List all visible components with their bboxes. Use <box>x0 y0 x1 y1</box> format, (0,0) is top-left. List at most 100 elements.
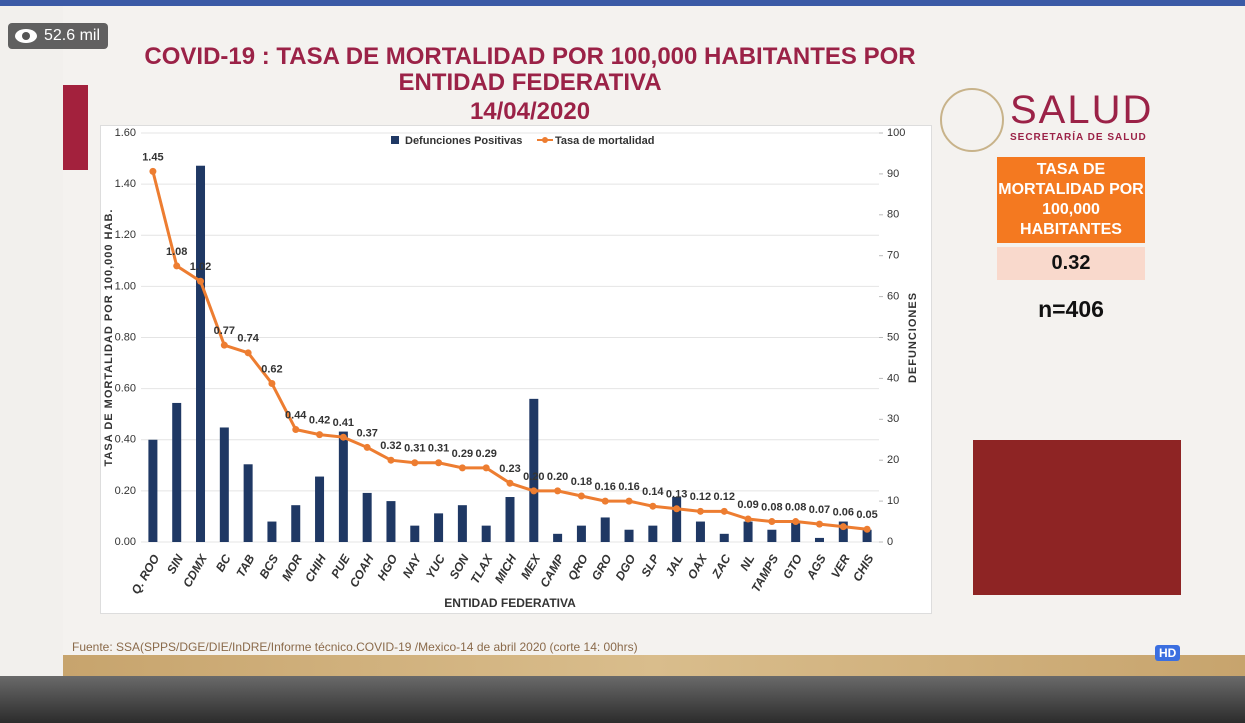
line-point <box>173 262 181 270</box>
x-tick-label: MICH <box>492 552 520 586</box>
data-label: 0.20 <box>547 471 568 483</box>
bar <box>743 521 753 542</box>
bar <box>434 513 444 542</box>
data-label: 0.08 <box>785 501 806 513</box>
chart-title: COVID-19 : TASA DE MORTALIDAD POR 100,00… <box>144 43 916 96</box>
bar <box>862 529 872 542</box>
x-tick-label: GTO <box>780 552 805 582</box>
x-tick-label: DGO <box>613 552 639 583</box>
line-point <box>292 426 300 434</box>
data-label: 0.06 <box>833 507 854 519</box>
line-point <box>363 443 371 451</box>
bar <box>576 525 586 542</box>
bar <box>767 529 777 542</box>
data-label: 0.23 <box>499 463 520 475</box>
data-label: 0.08 <box>761 501 782 513</box>
x-tick-label: JAL <box>663 552 686 579</box>
x-tick-label: ZAC <box>709 552 734 582</box>
line-point <box>792 518 800 526</box>
x-tick-label: CHIH <box>302 552 329 585</box>
data-label: 0.14 <box>642 486 664 498</box>
x-tick-label: CHIS <box>850 552 876 584</box>
x-tick-label: BC <box>213 552 234 574</box>
data-label: 0.41 <box>333 417 354 429</box>
bar <box>243 464 253 542</box>
data-label: 0.05 <box>856 509 877 521</box>
footer-band <box>63 655 1245 676</box>
indicator-title: TASA DE MORTALIDAD POR 100,000 HABITANTE… <box>997 157 1145 243</box>
y-tick-label: 0.60 <box>115 383 136 395</box>
x-tick-label: Q. ROO <box>128 552 162 597</box>
bar <box>791 521 801 542</box>
bar <box>457 505 467 542</box>
player-controls <box>0 676 1245 723</box>
x-tick-label: VER <box>828 552 853 581</box>
y2-tick-label: 0 <box>887 536 893 548</box>
data-label: 0.31 <box>404 443 425 455</box>
data-label: 0.32 <box>380 440 401 452</box>
bar <box>505 497 515 542</box>
y2-tick-label: 60 <box>887 291 899 303</box>
y2-axis-label: DEFUNCIONES <box>907 292 919 383</box>
data-label: 0.77 <box>214 325 235 337</box>
data-label: 0.62 <box>261 363 282 375</box>
line-point <box>268 380 276 388</box>
line-point <box>316 431 324 439</box>
data-label: 0.09 <box>737 499 758 511</box>
x-tick-label: QRO <box>565 552 591 583</box>
eye-icon <box>15 29 37 43</box>
bar <box>624 529 634 542</box>
line-point <box>839 523 847 531</box>
legend-swatch <box>391 136 399 144</box>
source-note: Fuente: SSA(SPPS/DGE/DIE/InDRE/Informe t… <box>72 640 638 654</box>
y2-tick-label: 40 <box>887 372 899 384</box>
line-point <box>601 497 609 505</box>
data-label: 0.44 <box>285 409 307 421</box>
line-point <box>744 515 752 523</box>
data-label: 1.45 <box>142 151 163 163</box>
quality-badge[interactable]: HD <box>1155 645 1181 661</box>
bar <box>410 525 420 542</box>
y2-tick-label: 20 <box>887 454 899 466</box>
data-label: 0.07 <box>809 504 830 516</box>
x-tick-label: MOR <box>279 552 305 584</box>
data-label: 0.12 <box>690 491 711 503</box>
bar <box>315 476 325 542</box>
bar <box>719 533 729 542</box>
y-tick-label: 1.20 <box>115 229 136 241</box>
indicator-value: 0.32 <box>997 247 1145 280</box>
accent-block <box>63 85 88 170</box>
y2-tick-label: 70 <box>887 250 899 262</box>
data-label: 0.74 <box>237 333 259 345</box>
line-point <box>435 459 443 467</box>
line-point <box>696 507 704 515</box>
bar <box>267 521 277 542</box>
data-label: 0.29 <box>452 448 473 460</box>
data-label: 0.42 <box>309 415 330 427</box>
bar <box>219 427 229 542</box>
bar <box>338 431 348 542</box>
line-point <box>815 520 823 528</box>
data-label: 0.20 <box>523 471 544 483</box>
line-point <box>458 464 466 472</box>
y-tick-label: 0.40 <box>115 434 136 446</box>
x-tick-label: GRO <box>589 552 615 583</box>
data-label: 0.37 <box>356 427 377 439</box>
bar <box>695 521 705 542</box>
x-tick-label: SIN <box>164 552 186 577</box>
line-point <box>482 464 490 472</box>
chart: 0.00 0.20 0.40 0.60 0.80 1.00 1.20 1.40 1.60 0 10 2… <box>103 127 919 610</box>
logo <box>940 88 1004 152</box>
y2-tick-label: 80 <box>887 209 899 221</box>
x-tick-label: AGS <box>803 552 829 582</box>
line-point <box>387 456 395 464</box>
line-point <box>220 341 228 349</box>
y2-tick-label: 30 <box>887 413 899 425</box>
line-point <box>506 479 514 487</box>
bar <box>172 402 182 542</box>
bar <box>814 537 824 542</box>
y2-tick-label: 50 <box>887 331 899 343</box>
line-point <box>577 492 585 500</box>
x-tick-label: SLP <box>638 551 662 579</box>
